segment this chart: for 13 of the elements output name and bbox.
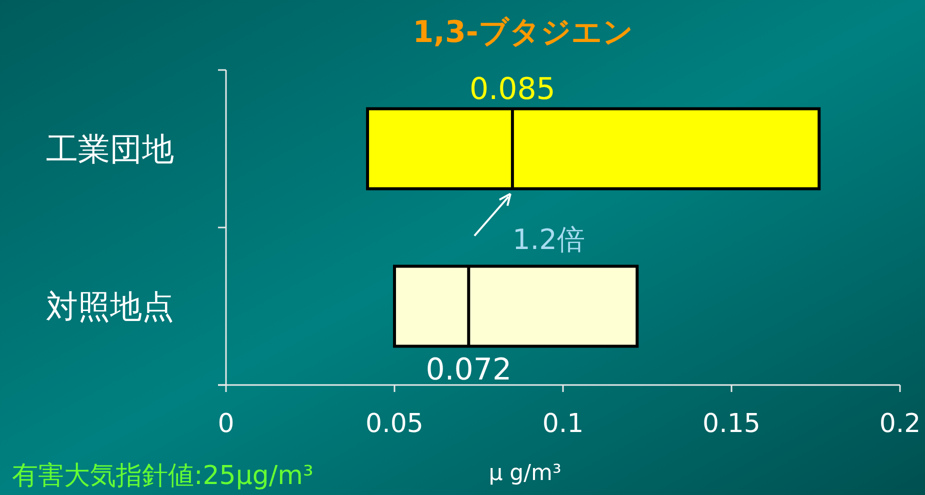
x-axis-title: μ g/m³ xyxy=(488,461,562,486)
x-tick-label: 0 xyxy=(218,409,234,439)
y-tick-label: 工業団地 xyxy=(46,130,174,168)
text: 有害大気指針値:25μg/m³ xyxy=(12,461,314,491)
annotation: 1.2倍 xyxy=(512,222,585,256)
y-tick-label: 対照地点 xyxy=(46,287,174,326)
text: 0.072 xyxy=(426,352,512,388)
x-tick-label: 0.1 xyxy=(542,409,584,439)
chart-title: 1,3-ブタジエン xyxy=(412,15,634,50)
text: 0.085 xyxy=(470,72,556,107)
x-tick-label: 0.05 xyxy=(366,409,424,439)
x-tick-label: 0.15 xyxy=(702,409,760,439)
x-tick-label: 0.2 xyxy=(879,409,921,439)
